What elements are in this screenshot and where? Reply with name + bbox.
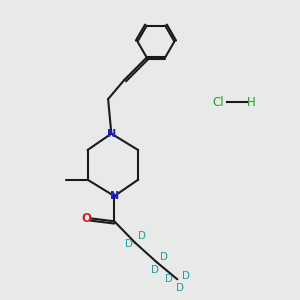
Text: N: N (107, 129, 116, 139)
Text: D: D (165, 274, 173, 284)
Text: H: H (247, 96, 255, 109)
Text: D: D (182, 271, 190, 281)
Text: N: N (110, 191, 119, 201)
Text: D: D (160, 252, 168, 262)
Text: D: D (138, 231, 146, 241)
Text: O: O (81, 212, 91, 225)
Text: D: D (176, 283, 184, 293)
Text: D: D (124, 239, 133, 249)
Text: Cl: Cl (212, 96, 224, 109)
Text: D: D (151, 266, 159, 275)
